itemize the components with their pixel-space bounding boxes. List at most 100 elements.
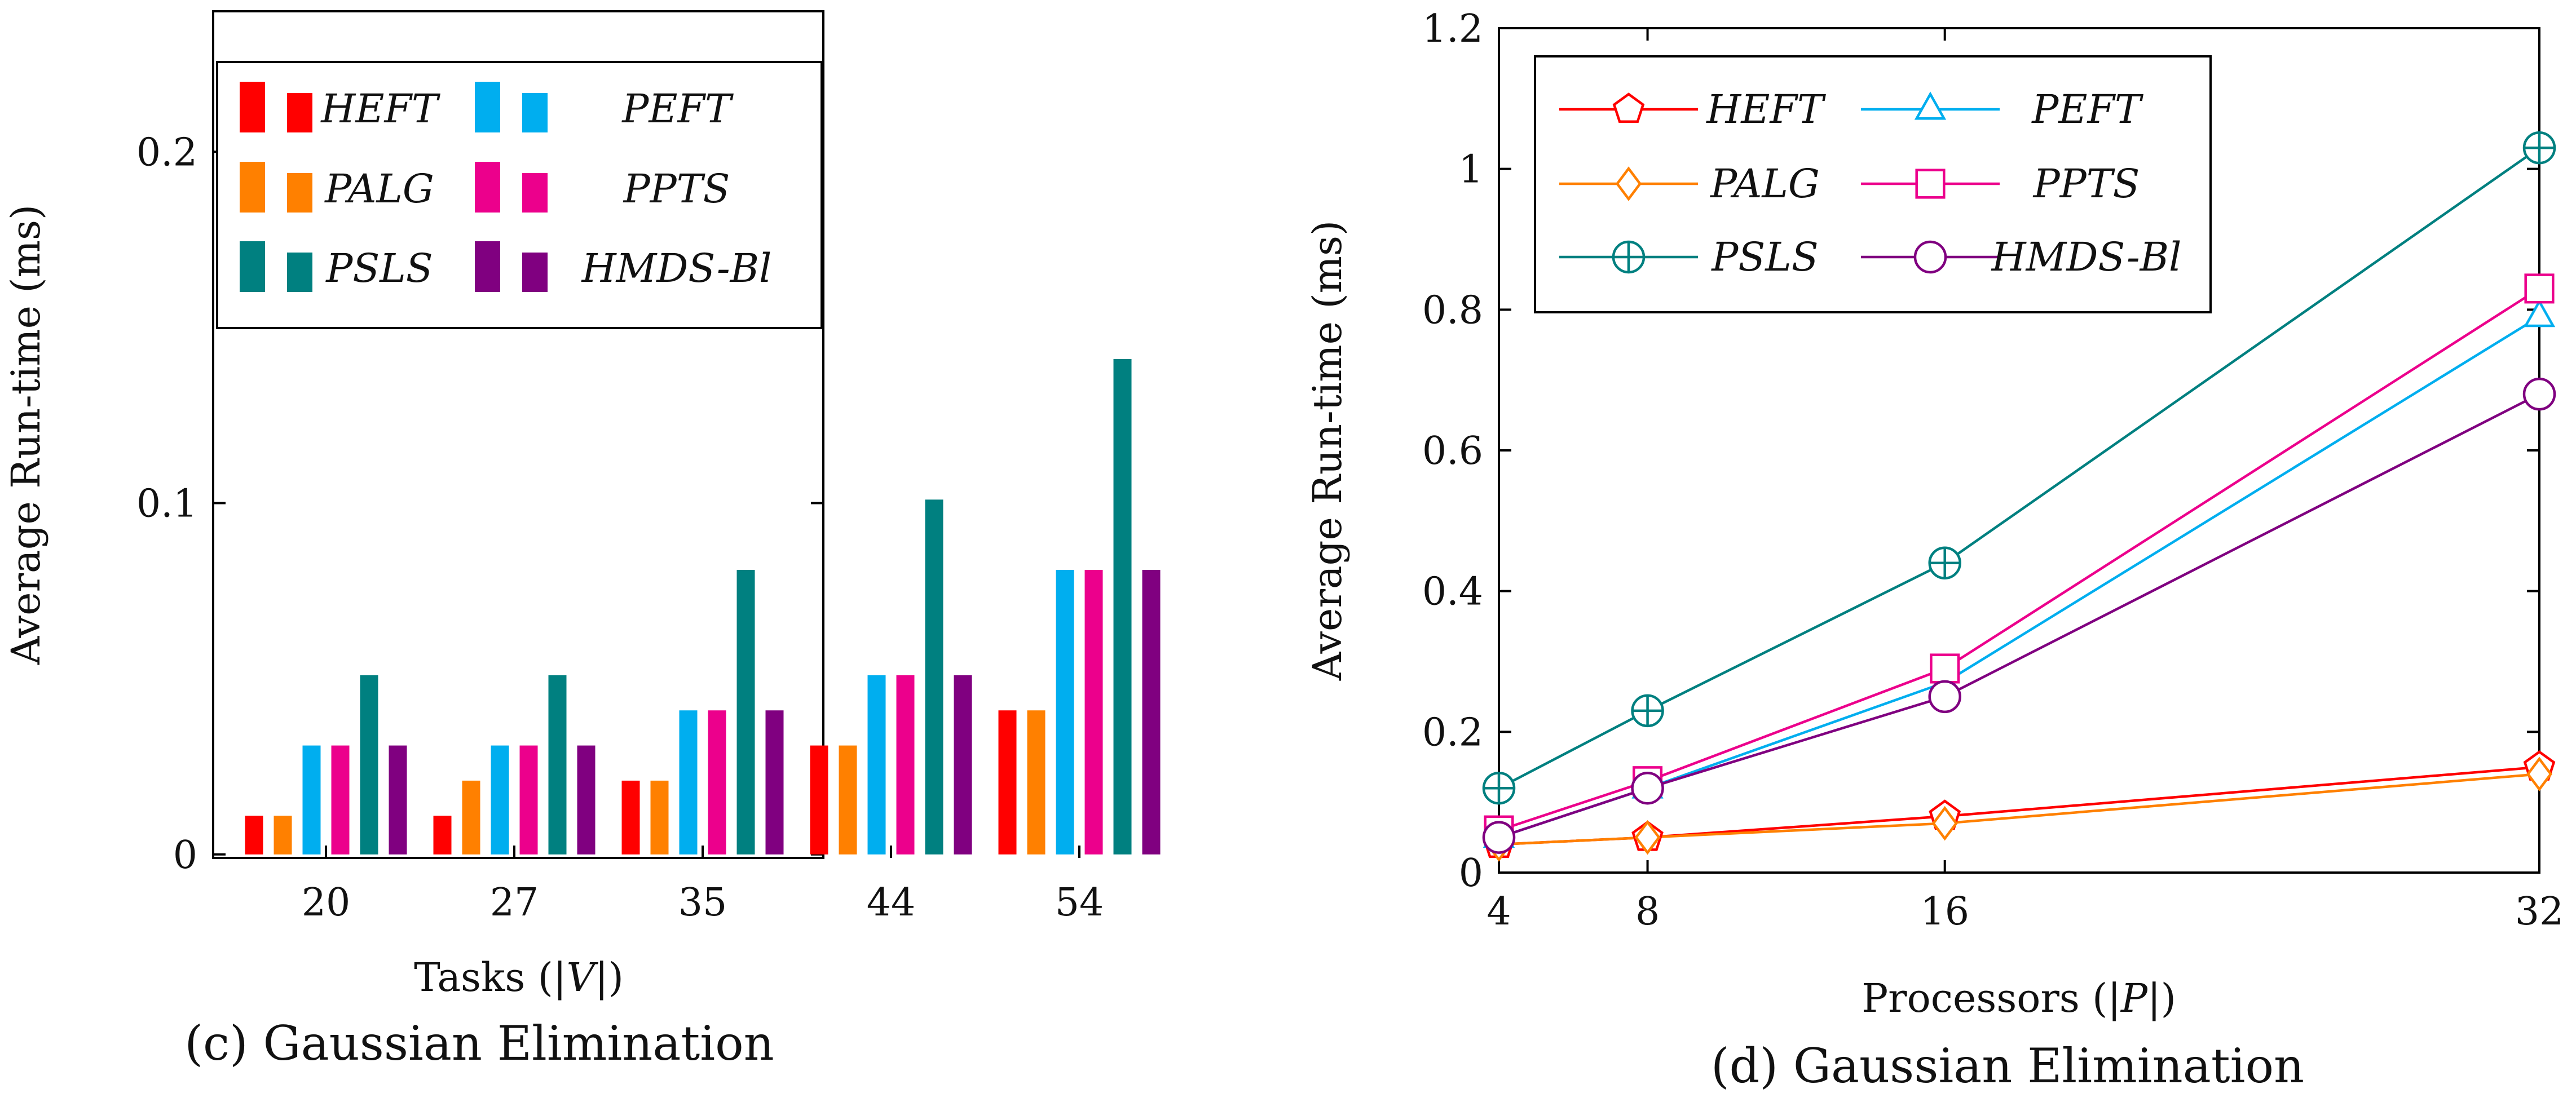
data-point-psls [1928,546,1961,579]
legend-label-psls: PSLS [1710,234,1819,280]
x-tick-label: 27 [490,880,539,925]
legend-swatch-psls [240,241,265,292]
legend-label-heft: HEFT [1705,86,1826,132]
y-axis-label: Average Run-time (ms) [3,205,49,665]
plot-frame [212,10,824,859]
bar-palg [462,780,480,855]
bar-psls [925,499,943,855]
bar-psls [548,675,567,855]
data-point-hmds-bl [1482,821,1516,854]
bar-heft [433,816,452,855]
series-line-hmds-bl [1498,393,2540,839]
bar-ppts [1084,569,1103,855]
bar-hmds-bl [954,675,972,855]
bar-ppts [708,710,726,855]
data-point-psls [1631,694,1664,728]
y-tick-label: 0.8 [1422,288,1483,333]
y-tick-label: 1 [1459,148,1483,192]
x-axis-label: Processors (|P|) [1862,975,2176,1021]
line-chart: 0 0.2 0.4 0.6 0.8 1 1.2 4 8 16 32 Processors (|P|) A… [1304,7,2564,1094]
bar-heft [245,816,263,855]
legend-label-palg: PALG [1709,161,1820,207]
x-tick-label: 8 [1635,889,1660,934]
y-tick-label: 0.1 [136,482,197,526]
bar-palg [274,816,292,855]
bar-psls [1113,359,1132,855]
y-tick-label: 0.2 [136,130,197,175]
legend-swatch-ppts [475,162,500,213]
y-tick-label: 0 [173,833,197,878]
legend-swatch-ppts [522,173,548,213]
legend-marker-ppts [1915,169,1946,199]
legend: HEFT PALG PSLS PEFT PPTS HMDS-Bl [1534,55,2212,313]
bar-hmds-bl [577,745,596,855]
bar-hmds-bl [389,745,407,855]
data-point-hmds-bl [1631,771,1664,805]
legend-label-peft: PEFT [2031,86,2143,132]
x-tick-label: 16 [1920,889,1969,934]
caption: (c) Gaussian Elimination [184,1016,774,1071]
legend-swatch-psls [287,253,312,292]
legend-marker-hmds-bl [1913,240,1947,274]
x-axis-label: Tasks (|V|) [414,954,624,1001]
bar-palg [650,780,669,855]
legend-label-hmds-bl: HMDS-Bl [581,245,772,291]
legend-label-ppts: PPTS [623,166,730,212]
legend-marker-psls [1612,240,1646,274]
legend-marker-heft [1612,92,1645,123]
data-point-hmds-bl [2522,377,2556,411]
y-tick-label: 0 [1459,851,1483,896]
x-tick-label: 54 [1055,880,1104,925]
x-tick-label: 32 [2515,889,2564,934]
x-tick-label: 44 [867,880,916,925]
data-point-hmds-bl [1928,680,1961,714]
bar-peft [679,710,698,855]
data-point-psls [2522,131,2556,165]
data-point-palg [1634,820,1661,855]
legend-swatch-palg [287,173,312,213]
legend-swatch-heft [240,82,265,132]
bar-hmds-bl [1142,569,1161,855]
bar-psls [360,675,378,855]
bar-heft [621,780,640,855]
y-tick-label: 0.2 [1422,710,1483,755]
bar-chart: 0 0.1 0.2 20 27 35 44 54 Tasks (|V|) Average Run-… [3,10,1161,1071]
legend-label-hmds-bl: HMDS-Bl [1991,234,2182,280]
series-line-peft [1498,315,2540,839]
bar-ppts [519,745,538,855]
series-line-palg [1498,772,2540,846]
bar-ppts [896,675,915,855]
legend-swatch-peft [475,82,500,132]
data-point-psls [1482,771,1516,805]
data-point-peft [2523,299,2556,327]
legend-label-heft: HEFT [320,86,440,132]
legend-marker-peft [1914,91,1947,120]
legend-marker-palg [1615,166,1642,201]
x-tick-label: 20 [302,880,351,925]
x-tick-label: 4 [1487,889,1511,934]
x-tick-label: 35 [678,880,727,925]
bar-peft [1056,569,1074,855]
data-point-ppts [2524,273,2555,304]
caption: (d) Gaussian Elimination [1711,1038,2304,1094]
series-line-psls [1498,147,2540,790]
legend-swatch-peft [522,93,548,132]
bar-palg [1027,710,1046,855]
y-tick-label: 1.2 [1422,7,1483,51]
data-point-palg [1931,806,1958,841]
legend: HEFT PALG PSLS PEFT PPTS HMDS-Bl [216,61,823,329]
bar-psls [736,569,755,855]
y-axis-label: Average Run-time (ms) [1304,220,1351,681]
y-tick-label: 0.4 [1422,570,1483,614]
legend-box [216,61,823,329]
series-line-ppts [1498,287,2540,832]
legend-label-palg: PALG [324,166,434,212]
bar-heft [998,710,1017,855]
legend-swatch-hmds-bl [475,241,500,292]
bar-peft [867,675,886,855]
legend-swatch-heft [287,93,312,132]
bar-palg [839,745,857,855]
bar-ppts [331,745,350,855]
bar-peft [491,745,509,855]
